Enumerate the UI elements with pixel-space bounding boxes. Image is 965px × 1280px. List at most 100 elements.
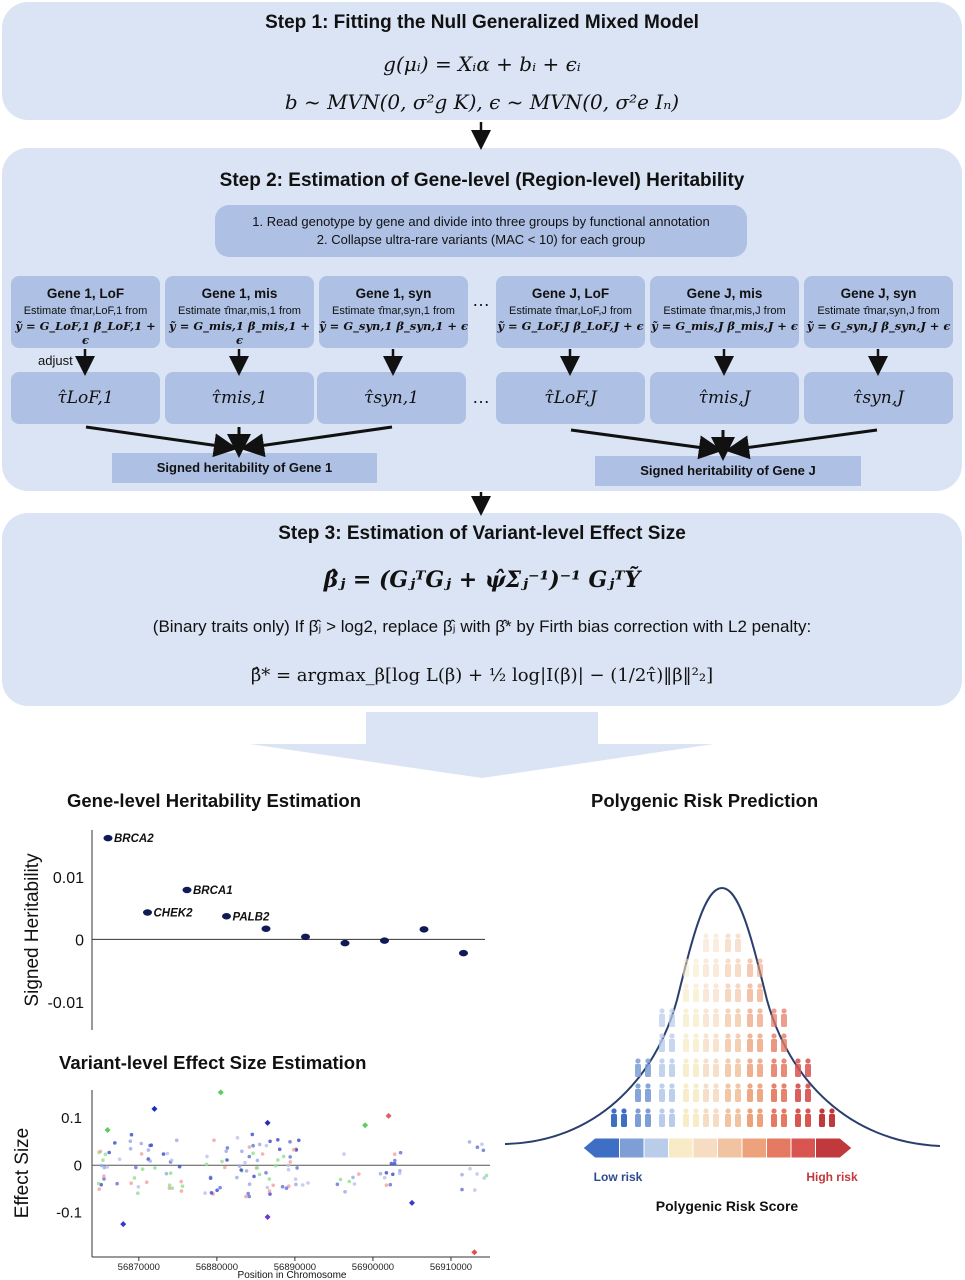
- person-head: [747, 1033, 753, 1039]
- person-icon: [805, 1083, 811, 1102]
- data-point: [180, 1184, 185, 1188]
- person-body: [781, 1114, 787, 1127]
- gene-box-line: Estimate τ̂mar,LoF,1 from: [23, 305, 148, 317]
- data-point: [218, 1185, 222, 1190]
- data-point: [164, 1171, 169, 1176]
- data-point: [136, 1185, 141, 1189]
- data-point: [128, 1139, 133, 1143]
- gene-box-1-mis: Gene 1, mis Estimate τ̂mar,mis,1 from ỹ …: [165, 276, 314, 348]
- person-body: [669, 1089, 675, 1102]
- person-body: [735, 1089, 741, 1102]
- data-point: [247, 1154, 252, 1159]
- person-head: [683, 958, 689, 964]
- person-body: [635, 1114, 641, 1127]
- highlighted-point: [362, 1122, 369, 1129]
- step3-note: (Binary traits only) If β̂ⱼ > log2, repl…: [152, 617, 812, 636]
- tau-label: τ̂LoF,1: [57, 388, 114, 408]
- data-point: [105, 1165, 110, 1169]
- person-head: [747, 1108, 753, 1114]
- data-point: [225, 1158, 229, 1162]
- data-point: [148, 1159, 152, 1163]
- risk-color-segment: [741, 1137, 767, 1159]
- person-head: [669, 1058, 675, 1064]
- person-head: [747, 1058, 753, 1064]
- y-tick-label: 0: [74, 1157, 82, 1174]
- person-icon: [805, 1058, 811, 1077]
- person-head: [703, 958, 709, 964]
- data-point: [261, 925, 271, 932]
- data-point: [357, 1172, 361, 1176]
- person-body: [713, 1039, 719, 1052]
- data-point: [257, 1142, 262, 1147]
- gene-box-j-mis: Gene J, mis Estimate τ̂mar,mis,J from ỹ …: [650, 276, 799, 348]
- point-label: BRCA1: [193, 885, 233, 897]
- person-body: [683, 1064, 689, 1077]
- data-point: [419, 926, 429, 933]
- person-icon: [713, 1033, 719, 1052]
- big-down-arrow: [250, 712, 714, 778]
- person-head: [703, 1108, 709, 1114]
- gene-box-line: Estimate τ̂mar,mis,J from: [663, 305, 786, 317]
- person-icon: [645, 1058, 651, 1077]
- person-body: [713, 1114, 719, 1127]
- tau-box-j-mis: τ̂mis,J: [650, 372, 799, 424]
- person-icon: [703, 1108, 709, 1127]
- person-head: [757, 1108, 763, 1114]
- person-body: [805, 1114, 811, 1127]
- person-icon: [757, 1083, 763, 1102]
- person-head: [795, 1083, 801, 1089]
- person-icon: [735, 1083, 741, 1102]
- tau-label: τ̂syn,1: [364, 388, 419, 408]
- person-body: [683, 964, 689, 977]
- person-icon: [621, 1108, 627, 1127]
- person-head: [669, 1083, 675, 1089]
- prs-curve-graphic: Low risk High risk Polygenic Risk Score: [505, 886, 941, 1214]
- y-tick-label: 0: [75, 932, 84, 949]
- risk-color-segment: [790, 1137, 816, 1159]
- person-body: [659, 1114, 665, 1127]
- data-point: [247, 1145, 252, 1149]
- risk-color-segment: [815, 1137, 853, 1159]
- person-icon: [781, 1008, 787, 1027]
- person-head: [757, 958, 763, 964]
- person-icon: [829, 1108, 835, 1127]
- person-icon: [757, 1033, 763, 1052]
- person-head: [771, 1008, 777, 1014]
- data-point: [268, 1192, 272, 1196]
- person-body: [781, 1014, 787, 1027]
- person-head: [693, 983, 699, 989]
- person-head: [735, 1058, 741, 1064]
- data-point: [267, 1177, 272, 1181]
- person-head: [781, 1033, 787, 1039]
- person-head: [713, 1058, 719, 1064]
- person-icon: [703, 983, 709, 1002]
- person-head: [621, 1108, 627, 1114]
- gene-box-title: Gene 1, mis: [201, 286, 278, 301]
- data-point: [284, 1186, 289, 1190]
- y-tick-label: 0.1: [61, 1110, 82, 1127]
- person-head: [747, 983, 753, 989]
- person-body: [795, 1064, 801, 1077]
- person-icon: [725, 1083, 731, 1102]
- person-head: [635, 1083, 641, 1089]
- person-icon: [771, 1033, 777, 1052]
- data-point: [260, 1152, 265, 1156]
- data-point: [247, 1194, 252, 1199]
- person-body: [621, 1114, 627, 1127]
- gene-box-line: Estimate τ̂mar,syn,J from: [817, 305, 940, 317]
- person-body: [693, 989, 699, 1002]
- data-point: [276, 1158, 280, 1162]
- data-point: [102, 1165, 107, 1170]
- person-head: [735, 1083, 741, 1089]
- gene-box-title: Gene J, syn: [840, 286, 917, 301]
- person-icon: [683, 1108, 689, 1127]
- signed-heritability-gene-1: Signed heritability of Gene 1: [112, 453, 377, 483]
- person-head: [771, 1083, 777, 1089]
- person-icon: [713, 1058, 719, 1077]
- highlighted-point: [151, 1105, 158, 1112]
- highlighted-point: [217, 1089, 224, 1096]
- person-head: [735, 958, 741, 964]
- person-body: [747, 989, 753, 1002]
- data-point: [129, 1132, 134, 1137]
- gene-box-equation: ỹ = G_syn,1 β_syn,1 + ϵ: [319, 319, 468, 333]
